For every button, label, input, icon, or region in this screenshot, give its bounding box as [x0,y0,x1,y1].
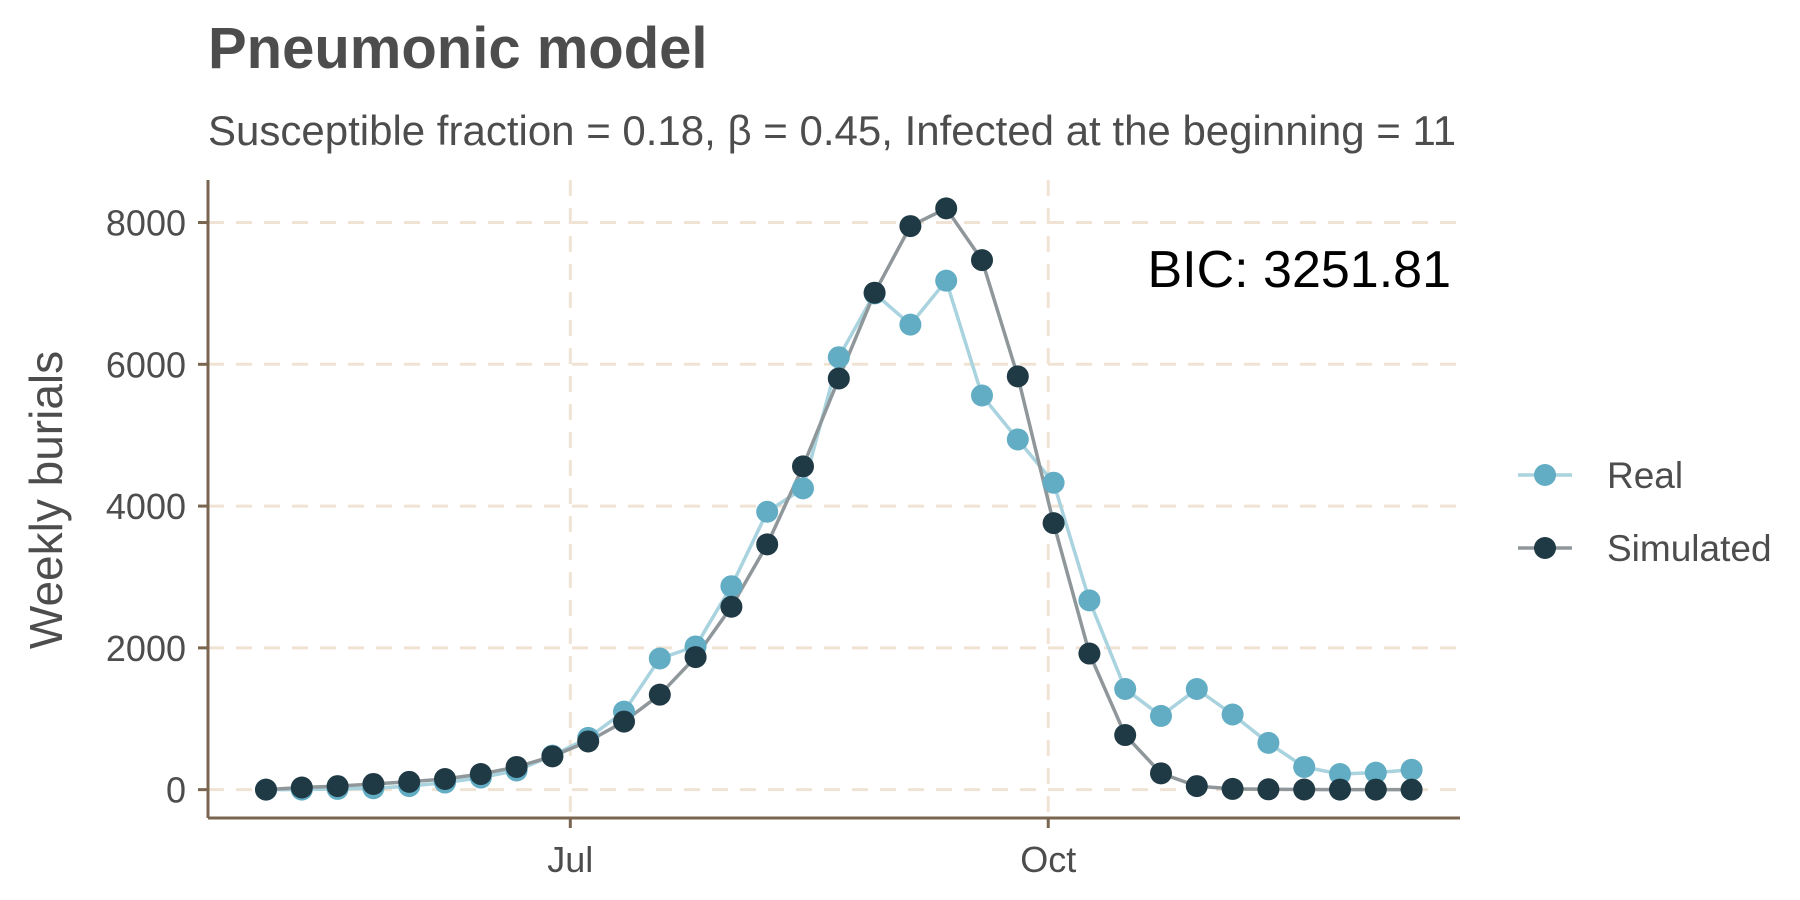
data-point-simulated [756,533,779,556]
data-point-real [1078,589,1101,612]
data-point-simulated [362,772,385,795]
data-point-simulated [577,730,600,753]
data-point-simulated [505,755,528,778]
data-point-simulated [613,710,635,733]
data-point-real [756,500,779,523]
axes [198,180,1460,828]
data-point-simulated [1042,512,1065,535]
data-point-simulated [1221,777,1244,800]
data-point-simulated [398,770,421,793]
x-tick-label: Oct [1020,839,1076,880]
data-point-real [899,313,922,336]
data-point-simulated [935,197,958,220]
legend-key-point [1534,537,1556,559]
data-point-simulated [1329,778,1351,801]
data-point-simulated [434,768,456,791]
data-point-simulated [792,455,814,478]
data-point-simulated [326,775,349,798]
y-tick-label: 2000 [106,628,186,669]
data-point-simulated [1114,724,1137,747]
data-point-simulated [1078,642,1101,665]
data-point-real [1364,761,1387,784]
data-point-simulated [863,281,886,304]
data-point-real [971,384,993,407]
y-axis-label: Weekly burials [20,351,72,649]
data-point-real [935,269,958,292]
legend-label: Simulated [1607,528,1772,569]
data-point-simulated [541,745,564,768]
data-point-simulated [684,646,707,669]
y-tick-label: 8000 [106,203,186,244]
chart-subtitle: Susceptible fraction = 0.18, β = 0.45, I… [208,107,1456,154]
y-tick-label: 6000 [106,344,186,385]
y-tick-label: 0 [166,770,186,811]
data-point-real [1150,704,1172,727]
series-points [255,197,1423,801]
data-point-real [1221,703,1244,726]
data-point-real [1293,755,1316,778]
data-point-real [1329,763,1351,786]
data-point-simulated [469,763,492,786]
x-tick-label: Jul [547,839,593,880]
legend-label: Real [1607,455,1683,496]
data-point-simulated [648,683,671,706]
data-point-simulated [827,367,850,390]
data-point-simulated [255,778,277,801]
data-point-real [720,575,743,598]
data-point-simulated [1257,778,1280,801]
data-point-simulated [290,776,313,799]
data-point-simulated [1150,762,1172,785]
data-point-real [1114,677,1137,700]
chart-title: Pneumonic model [208,16,708,81]
data-point-simulated [1400,778,1423,801]
bic-annotation: BIC: 3251.81 [1147,241,1451,299]
data-point-simulated [1293,778,1316,801]
data-point-simulated [899,215,922,238]
legend: Real Simulated [1518,455,1772,569]
tick-labels: 0 2000 4000 6000 8000 Jul Oct [106,203,1076,880]
data-point-real [648,647,671,670]
y-tick-label: 4000 [106,486,186,527]
data-point-simulated [1185,775,1208,798]
data-point-real [1257,731,1280,754]
data-point-real [1185,677,1208,700]
data-point-simulated [971,249,993,272]
data-point-simulated [720,595,743,618]
data-point-real [1400,758,1423,781]
data-point-simulated [1006,365,1029,388]
data-point-real [1042,471,1065,494]
data-point-real [1006,428,1029,451]
data-point-real [827,346,850,369]
legend-key-point [1534,464,1556,486]
data-point-real [792,477,814,500]
data-point-simulated [1364,778,1387,801]
